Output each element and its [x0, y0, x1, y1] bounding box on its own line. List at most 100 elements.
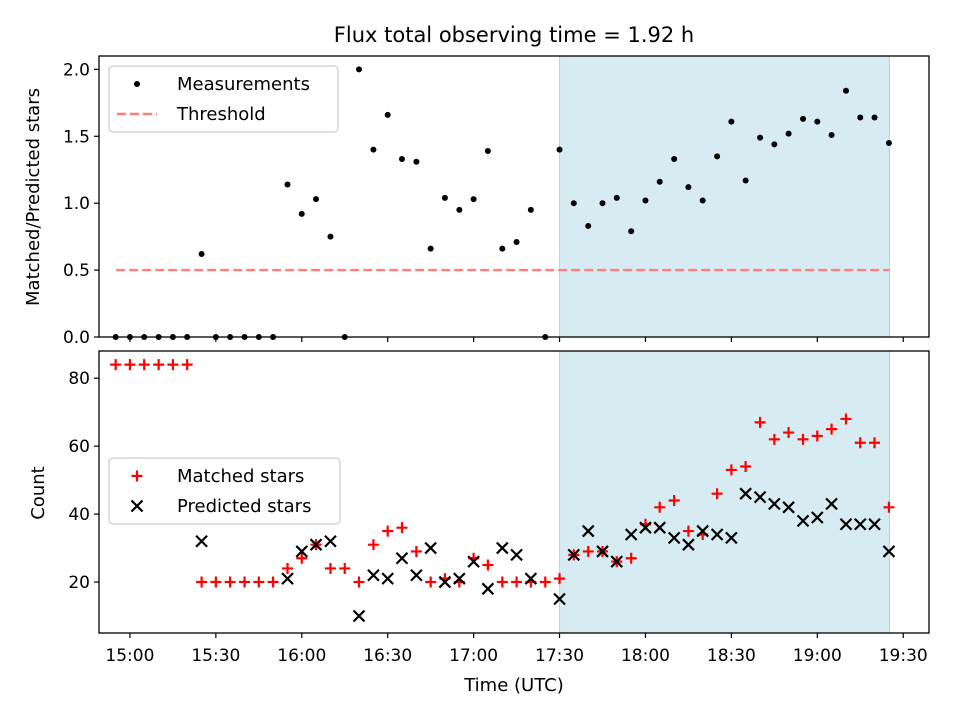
predicted-star-point: [825, 497, 838, 511]
matched-star-point: [668, 494, 680, 506]
x-tick-label: 15:30: [191, 646, 240, 666]
ratio-panel: 0.0 0.5 1.0 1.5 2.0 Measurements Threshold: [63, 55, 930, 348]
predicted-star-point: [639, 521, 652, 534]
matched-star-point: [539, 576, 551, 588]
measurement-point: [327, 233, 334, 240]
measurement-point: [671, 156, 678, 163]
y-tick-label: 60: [68, 437, 90, 457]
predicted-star-point: [581, 524, 595, 538]
matched-star-point: [353, 576, 365, 588]
matched-star-point: [410, 545, 422, 557]
legend-marker: [130, 499, 144, 513]
matched-star-point: [339, 562, 351, 574]
legend-marker: [134, 81, 140, 87]
x-tick-label: 16:30: [363, 646, 412, 666]
matched-star-point: [783, 427, 795, 439]
predicted-star-point: [352, 609, 366, 623]
measurement-point: [499, 245, 506, 252]
predicted-star-point: [610, 555, 624, 568]
measurement-point: [699, 197, 706, 204]
matched-star-point: [210, 576, 222, 588]
measurement-point: [527, 206, 534, 213]
chart-title: Flux total observing time = 1.92 h: [334, 23, 694, 47]
matched-star-point: [396, 522, 408, 534]
legend-box: [108, 457, 341, 525]
predicted-star-point: [367, 568, 380, 582]
measurement-point: [585, 222, 592, 229]
matched-star-point: [625, 552, 637, 564]
predicted-star-point: [381, 572, 394, 585]
predicted-star-point: [324, 534, 337, 548]
measurement-point: [427, 245, 434, 252]
predicted-star-point: [753, 490, 767, 504]
measurement-point: [771, 141, 778, 148]
measurement-point: [556, 146, 563, 153]
predicted-star-point: [882, 545, 896, 558]
observing-span-shade: [559, 55, 890, 338]
predicted-star-point: [553, 592, 566, 606]
x-tick-label: 17:00: [449, 646, 498, 666]
count-axes-frame: [98, 350, 930, 634]
measurement-point: [198, 251, 205, 258]
measurement-point: [513, 238, 520, 245]
predicted-star-point: [868, 517, 881, 531]
predicted-star-point: [667, 531, 681, 545]
measurement-point: [885, 139, 892, 146]
measurement-point: [313, 196, 320, 203]
measurement-point: [370, 146, 377, 153]
x-tick-label: 19:00: [793, 646, 842, 666]
measurement-point: [742, 177, 749, 184]
predicted-star-point: [496, 541, 509, 555]
matched-star-point: [869, 437, 881, 449]
matched-star-point: [282, 562, 294, 574]
matched-star-point: [682, 525, 694, 537]
measurement-point: [456, 206, 463, 213]
predicted-star-point: [725, 531, 738, 545]
matched-star-point: [496, 576, 508, 588]
matched-star-point: [740, 461, 752, 473]
matched-star-point: [324, 562, 336, 574]
x-tick-label: 15:00: [105, 646, 154, 666]
measurement-point: [828, 131, 835, 138]
matched-star-point: [224, 576, 236, 588]
matched-star-point: [153, 359, 165, 371]
measurement-point: [656, 178, 663, 185]
predicted-star-point: [424, 541, 437, 555]
matched-star-point: [425, 576, 437, 588]
matched-star-point: [482, 559, 494, 571]
measurement-point: [355, 66, 362, 73]
predicted-star-point: [410, 568, 423, 582]
legend-box: [108, 65, 339, 133]
predicted-star-point: [782, 501, 795, 514]
legend-label: Matched stars: [177, 466, 304, 487]
legend-label: Measurements: [177, 74, 310, 95]
predicted-star-point: [510, 548, 523, 562]
measurement-point: [871, 114, 878, 121]
matched-star-point: [253, 576, 265, 588]
y-tick-label: 40: [68, 505, 90, 525]
predicted-star-point: [710, 528, 724, 541]
predicted-star-point: [453, 572, 466, 585]
matched-star-point: [110, 359, 122, 371]
x-tick-label: 18:30: [707, 646, 756, 666]
matched-star-point: [654, 501, 666, 513]
predicted-star-point: [467, 555, 480, 568]
measurement-point: [613, 194, 620, 201]
predicted-star-point: [567, 548, 581, 562]
measurement-point: [857, 114, 864, 121]
predicted-star-point: [853, 517, 867, 531]
measurement-point: [470, 196, 477, 203]
predicted-star-point: [696, 524, 709, 538]
matched-star-point: [797, 433, 809, 445]
predicted-star-point: [624, 528, 638, 541]
predicted-star-point: [768, 497, 781, 511]
measurement-point: [298, 210, 305, 217]
matched-star-point: [267, 576, 279, 588]
x-tick-label: 19:30: [879, 646, 928, 666]
predicted-star-point: [653, 521, 667, 534]
y-tick-label: 2.0: [63, 60, 90, 80]
legend-label: Threshold: [176, 104, 266, 125]
predicted-star-point: [682, 538, 695, 551]
matched-star-point: [883, 501, 895, 513]
